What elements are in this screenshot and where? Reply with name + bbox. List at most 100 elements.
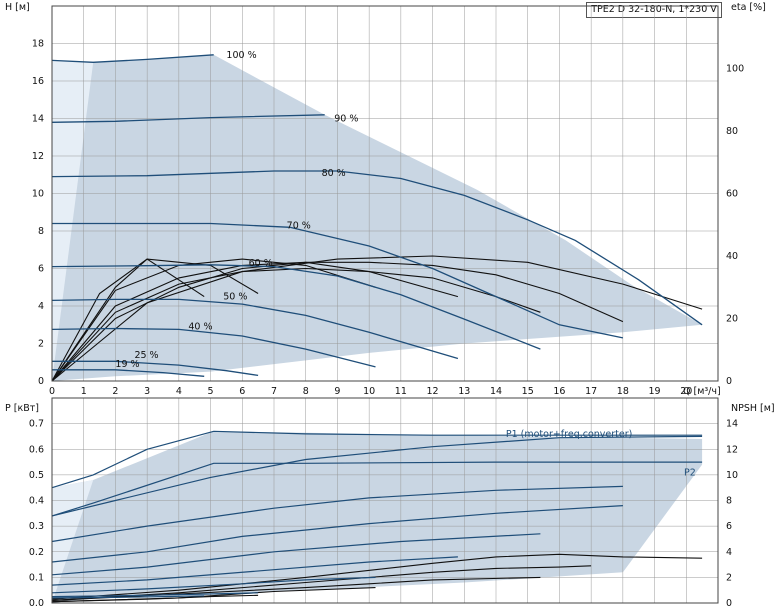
x-tick-label: 3 — [144, 386, 150, 397]
bottom-plot-frame — [51, 397, 719, 604]
curve-label: 40 % — [188, 322, 212, 333]
bottom-envelope-light — [52, 480, 94, 603]
x-tick-label: 13 — [458, 386, 470, 397]
bottom-axes-group: 0.0 0.1 0.2 0.3 0.4 0.5 0.6 0.7 0 2 4 6 8 10 12 14 — [29, 397, 738, 609]
bottom-ytick-label: 0.6 — [29, 444, 44, 455]
top-ytick-label: 8 — [38, 226, 44, 237]
top-ytick-label: 18 — [32, 39, 44, 50]
curve-label: 90 % — [334, 114, 358, 125]
x-tick-label: 17 — [585, 386, 597, 397]
x-tick-label: 1 — [81, 386, 87, 397]
p1-curve — [51, 533, 541, 576]
bottom-ytick-label: 0.4 — [29, 496, 44, 507]
head-curve — [51, 298, 459, 360]
top-plot-frame — [51, 5, 719, 382]
top-ytick-label: 16 — [32, 76, 44, 87]
top-ytick-label: 2 — [38, 339, 44, 350]
bottom-ytick-label: 0.7 — [29, 419, 44, 430]
x-tick-label: 20 — [680, 386, 692, 397]
p1-curve — [51, 505, 623, 563]
top-yright-tick-label: 100 — [726, 64, 744, 75]
top-xlabel: Q [м³/ч] — [683, 386, 721, 397]
top-yright-tick-label: 40 — [726, 251, 738, 262]
head-curve — [52, 360, 259, 377]
top-ytick-label: 10 — [32, 189, 44, 200]
curve-label: 100 % — [226, 50, 256, 61]
head-curve — [51, 170, 703, 326]
curve-label: 70 % — [287, 220, 311, 231]
bottom-envelope-group — [52, 431, 703, 603]
curve-label: 50 % — [223, 292, 247, 303]
top-yright-tick-label: 20 — [726, 314, 738, 325]
top-envelope-area — [52, 54, 703, 382]
bottom-yright-tick-label: 4 — [726, 547, 732, 558]
head-curve — [52, 369, 205, 377]
x-tick-label: 4 — [176, 386, 182, 397]
top-ytick-label: 0 — [38, 376, 44, 387]
top-ytick-label: 4 — [38, 301, 44, 312]
bottom-ytick-label: 0.5 — [29, 470, 44, 481]
power-annotation: P2 — [684, 467, 696, 478]
x-tick-label: 14 — [490, 386, 502, 397]
top-curves-group: 100 % 90 % 80 % 70 % 60 % 50 % 40 % 25 %19 % — [51, 50, 703, 382]
curve-label: 80 % — [322, 168, 346, 179]
x-tick-label: 15 — [522, 386, 534, 397]
bottom-curves-group: P1 (motor+freq.converter) P2 — [51, 429, 703, 603]
bottom-yright-tick-label: 14 — [726, 419, 738, 430]
bottom-yright-tick-label: 10 — [726, 470, 738, 481]
x-tick-label: 0 — [49, 386, 55, 397]
eta-curve — [51, 258, 205, 382]
x-tick-label: 16 — [553, 386, 565, 397]
npsh-curve — [51, 565, 592, 601]
p1-curve — [51, 430, 703, 489]
head-curve — [51, 264, 541, 350]
top-ylabel-right: eta [%] — [731, 2, 766, 13]
bottom-ytick-label: 0.2 — [29, 547, 44, 558]
top-yright-tick-label: 0 — [726, 376, 732, 387]
npsh-curve — [51, 553, 703, 600]
x-tick-label: 11 — [395, 386, 407, 397]
x-tick-label: 9 — [334, 386, 340, 397]
x-tick-label: 5 — [208, 386, 214, 397]
curve-label: 19 % — [115, 359, 139, 370]
power-annotation: P1 (motor+freq.converter) — [506, 429, 633, 440]
bottom-grid — [51, 398, 719, 604]
x-tick-label: 2 — [112, 386, 118, 397]
top-ytick-label: 14 — [32, 114, 44, 125]
top-ylabel-left: H [м] — [5, 2, 30, 13]
top-envelope-group — [52, 54, 703, 382]
x-tick-label: 18 — [617, 386, 629, 397]
bottom-yright-tick-label: 12 — [726, 444, 738, 455]
bottom-ytick-label: 0.1 — [29, 572, 44, 583]
x-tick-label: 12 — [427, 386, 439, 397]
bottom-yright-tick-label: 6 — [726, 521, 732, 532]
p1-curve — [51, 595, 205, 599]
head-curve — [51, 327, 376, 368]
p1-curve — [51, 556, 458, 586]
p1-curve — [51, 435, 703, 517]
bottom-yright-tick-label: 8 — [726, 496, 732, 507]
curve-label: 25 % — [134, 350, 158, 361]
bottom-yright-tick-label: 0 — [726, 598, 732, 609]
eta-curve — [51, 258, 376, 382]
top-ytick-label: 6 — [38, 264, 44, 275]
x-tick-label: 7 — [271, 386, 277, 397]
x-tick-label: 6 — [239, 386, 245, 397]
p2-curve — [51, 461, 703, 517]
curve-label: 60 % — [249, 258, 273, 269]
eta-curve — [51, 261, 624, 382]
x-tick-label: 10 — [363, 386, 375, 397]
head-curve — [52, 222, 624, 339]
bottom-envelope-area — [52, 431, 703, 603]
p1-curve — [51, 576, 376, 594]
x-tick-label: 19 — [649, 386, 661, 397]
x-tick-label: 8 — [303, 386, 309, 397]
head-curve — [51, 114, 325, 123]
bottom-ytick-label: 0.0 — [29, 598, 44, 609]
eta-curve — [51, 255, 703, 382]
top-yright-tick-label: 60 — [726, 189, 738, 200]
bottom-yright-tick-label: 2 — [726, 572, 732, 583]
bottom-ylabel-left: P [кВт] — [5, 403, 39, 414]
